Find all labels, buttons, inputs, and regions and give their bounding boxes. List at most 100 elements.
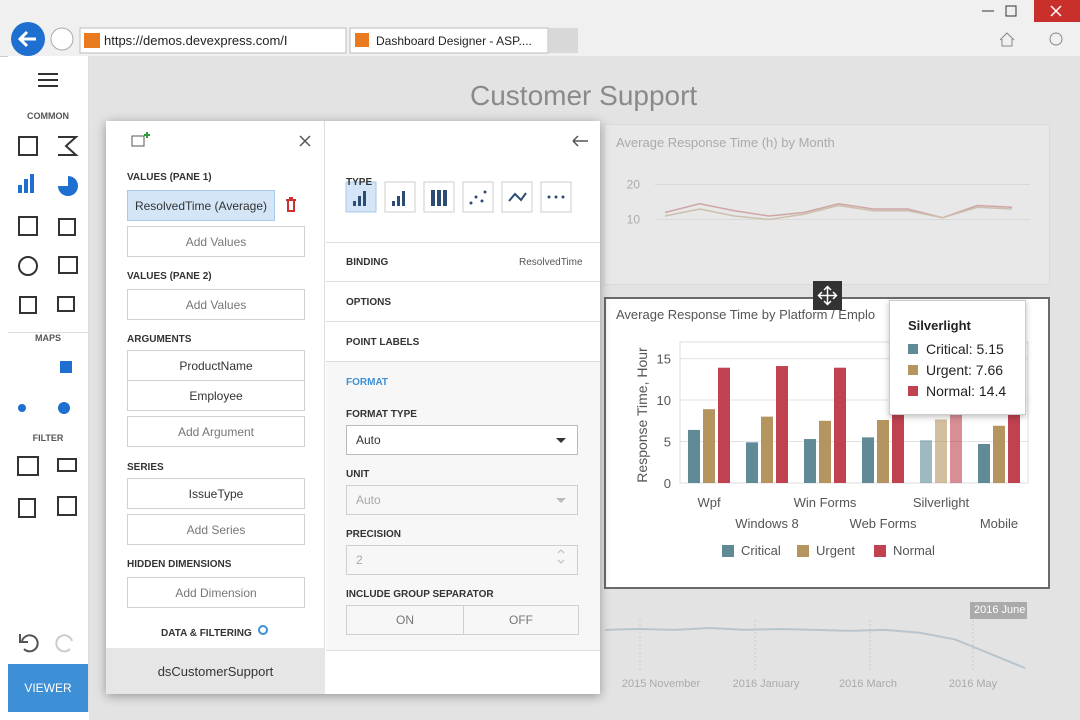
line-widget[interactable] <box>604 124 1050 285</box>
legend-swatch <box>874 545 886 557</box>
row-label: POINT LABELS <box>346 337 420 348</box>
add-button[interactable]: Add Series <box>127 514 305 545</box>
row-label: BINDING <box>346 257 389 268</box>
bar <box>761 416 773 483</box>
y-tick-label: 20 <box>627 178 641 192</box>
address-bar[interactable] <box>79 27 347 54</box>
item-icons[interactable] <box>17 136 79 518</box>
legend-label: Normal <box>893 543 935 558</box>
type-label: TYPE <box>346 177 373 188</box>
gear-icon[interactable] <box>257 624 269 636</box>
blue-icons[interactable] <box>18 174 78 414</box>
argument-item[interactable]: ProductName <box>127 350 305 381</box>
tab-title: Dashboard Designer - ASP.... <box>376 34 532 48</box>
range-line <box>604 626 1026 669</box>
format-type-select[interactable]: Auto <box>346 425 578 455</box>
type-buttons[interactable] <box>345 181 572 213</box>
back-arrow <box>17 30 36 48</box>
delete-icon[interactable] <box>284 197 298 213</box>
bar <box>935 419 947 483</box>
window-buttons[interactable] <box>982 5 1017 17</box>
data-filtering[interactable]: DATA & FILTERING <box>161 628 252 639</box>
series-item[interactable]: IssueType <box>127 478 305 509</box>
section-header: SERIES <box>127 462 164 473</box>
row-label: OPTIONS <box>346 297 392 308</box>
widget-title: Average Response Time by Platform / Empl… <box>616 307 876 322</box>
legend-swatch <box>797 545 809 557</box>
y-tick-label: 10 <box>657 393 671 408</box>
viewer-button[interactable]: VIEWER <box>8 664 88 712</box>
accordion-row[interactable] <box>326 242 600 282</box>
add-button[interactable]: Add Argument <box>127 416 305 447</box>
y-tick-label: 0 <box>664 476 671 491</box>
add-button[interactable]: Add Values <box>127 289 305 320</box>
field-label: PRECISION <box>346 529 402 540</box>
tooltip-line: Normal: 14.4 <box>926 383 1007 399</box>
data-source[interactable]: dsCustomerSupport <box>106 648 325 694</box>
measure-item[interactable]: ResolvedTime (Average) <box>127 190 275 221</box>
accordion-row[interactable] <box>326 322 600 362</box>
tab-icon <box>355 33 369 47</box>
field-label: INCLUDE GROUP SEPARATOR <box>346 589 494 600</box>
type-glyphs <box>353 190 565 206</box>
line <box>664 204 1013 221</box>
menu-icon[interactable] <box>38 73 58 87</box>
legend-label: Critical <box>741 543 781 558</box>
x-tick-label: 2016 January <box>733 678 800 690</box>
close-panel[interactable] <box>299 135 311 147</box>
x-tick-label: 2015 November <box>622 678 701 690</box>
unit-select[interactable]: Auto <box>346 485 578 515</box>
forward-button[interactable] <box>50 27 74 51</box>
bar <box>862 437 874 483</box>
section-header: ARGUMENTS <box>127 334 192 345</box>
section-header: HIDDEN DIMENSIONS <box>127 559 232 570</box>
sidebar <box>8 56 89 712</box>
home-icon[interactable] <box>999 32 1015 47</box>
section-label: FILTER <box>32 433 64 443</box>
accordion-row[interactable] <box>326 282 600 322</box>
y-tick-label: 10 <box>627 213 641 227</box>
row-label: FORMAT <box>346 377 389 388</box>
add-glyph <box>144 132 150 138</box>
back-arrow[interactable] <box>572 135 588 147</box>
new-tab[interactable] <box>549 28 578 53</box>
browser-icons <box>11 0 1080 56</box>
sidebar-icons <box>17 73 79 653</box>
x-tick-label: Win Forms <box>794 495 857 510</box>
bindings-pane <box>106 121 325 694</box>
chart-icon[interactable] <box>131 135 145 147</box>
dashboard-title: Customer Support <box>470 80 698 111</box>
toggle-on[interactable]: ON <box>346 605 464 635</box>
bar <box>688 429 700 483</box>
x-tick-label: Wpf <box>697 495 721 510</box>
bar <box>718 367 730 483</box>
add-button[interactable]: Add Dimension <box>127 577 305 608</box>
x-tick-label: Windows 8 <box>735 516 799 531</box>
legend-label: Urgent <box>816 543 855 558</box>
close-glyph <box>1050 5 1062 17</box>
toggle-off[interactable]: OFF <box>463 605 579 635</box>
bar <box>877 419 889 483</box>
plot-border <box>679 341 1029 484</box>
panel-icons <box>131 132 311 147</box>
precision-input[interactable]: 2 <box>346 545 578 575</box>
x-tick-label: Mobile <box>980 516 1018 531</box>
section-header: VALUES (PANE 2) <box>127 271 212 282</box>
undo[interactable] <box>19 634 39 653</box>
site-icon <box>84 33 100 48</box>
redo[interactable] <box>55 634 73 653</box>
range-selection <box>970 602 1027 619</box>
argument-item[interactable]: Employee <box>127 380 305 411</box>
type-icons <box>345 135 588 213</box>
x-tick-label: 2016 March <box>839 678 897 690</box>
range-selection-label: 2016 June <box>974 604 1026 616</box>
tab[interactable] <box>349 27 549 54</box>
tooltip-line: Critical: 5.15 <box>926 341 1004 357</box>
move-icon <box>817 285 838 306</box>
bar <box>746 442 758 483</box>
bar <box>993 425 1005 483</box>
settings-icon[interactable] <box>1049 32 1063 46</box>
x-tick-label: Silverlight <box>913 495 970 510</box>
add-button[interactable]: Add Values <box>127 226 305 257</box>
section-label: COMMON <box>27 111 69 121</box>
